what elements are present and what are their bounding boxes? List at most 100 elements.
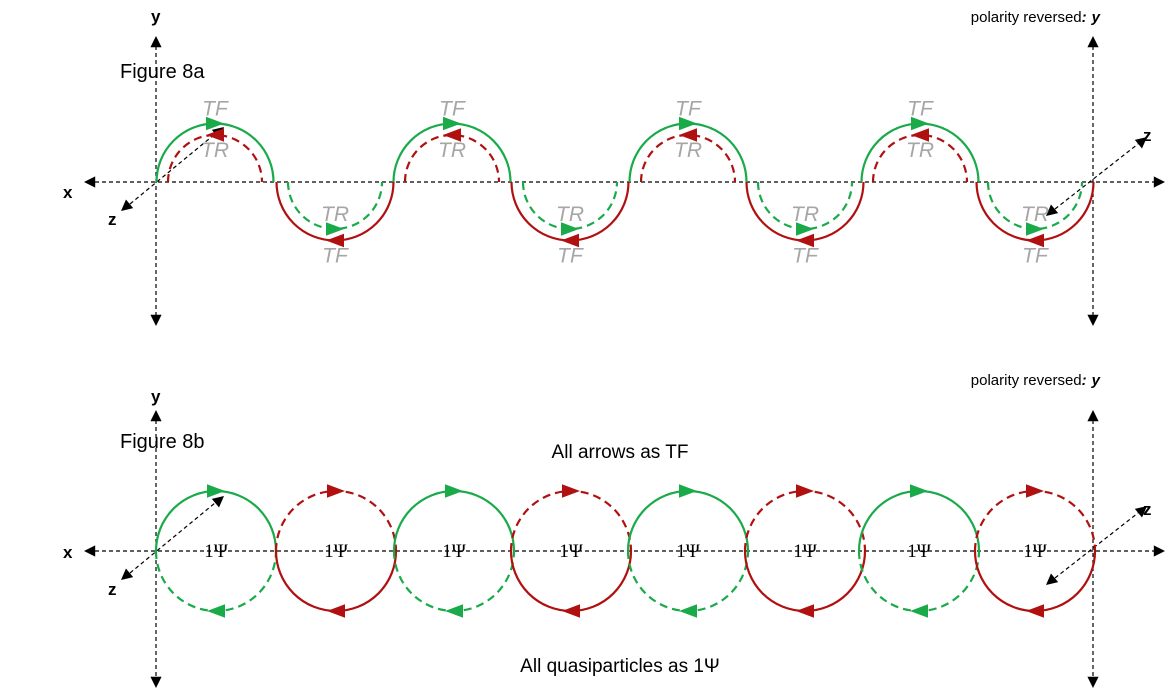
circle-bottom-arrow-7 (910, 604, 928, 618)
z-axis-left-8b (129, 502, 216, 574)
upper-tr-label-3: TR (674, 139, 702, 162)
z-axis-right-lower-arrow-8a (1046, 204, 1059, 216)
axis-z-right-label-8b: z (1143, 500, 1152, 519)
z-axis-left-lower-arrow-8a (121, 199, 134, 211)
lower-tr-label-3: TR (791, 203, 819, 226)
polarity-text-8b: polarity reversed (971, 372, 1082, 389)
circle-top-arrow-1 (207, 484, 225, 498)
z-axis-left-8a (129, 133, 216, 205)
y-axis-left-top-arrow-8a (150, 36, 162, 48)
z-axis-right-upper-arrow-8b (1134, 506, 1147, 518)
y-axis-right-bottom-arrow-8b (1087, 676, 1099, 688)
upper-inner-arc-2 (403, 133, 501, 183)
axis-z-left-label-8a: z (108, 210, 117, 229)
circle-psi-label-1: 1Ψ (204, 541, 228, 562)
circle-psi-label-4: 1Ψ (559, 541, 583, 562)
upper-tr-label-4: TR (906, 139, 934, 162)
z-axis-left-upper-arrow-8b (211, 496, 224, 508)
lower-outer-arrow-1 (326, 233, 344, 248)
polarity-note-8a: polarity reversed: y (971, 9, 1101, 26)
circles-8b (154, 484, 1097, 618)
circle-bottom-arrow-1 (207, 604, 225, 618)
y-axis-right-top-arrow-8a (1087, 36, 1099, 48)
polarity-text-8a: polarity reversed (971, 9, 1082, 26)
upper-tf-label-1: TF (202, 98, 229, 121)
lower-inner-arrow-2 (561, 222, 579, 236)
lower-inner-arrow-3 (796, 222, 814, 236)
top-caption-8b: All arrows as TF (552, 442, 689, 463)
circle-top-arrow-6 (796, 484, 814, 498)
lower-outer-arrow-4 (1026, 233, 1044, 248)
lower-tf-label-4: TF (1022, 245, 1049, 268)
circle-top-arrow-4 (562, 484, 580, 498)
axis-z-left-label-8b: z (108, 580, 117, 599)
z-axis-right-8a (1054, 143, 1139, 210)
upper-tf-label-2: TF (439, 98, 466, 121)
labels-8a: TF TR TF TR TF TR TF TR TR TF TR TF TR TF TR TF (201, 98, 1049, 268)
z-axis-right-lower-arrow-8b (1046, 573, 1059, 585)
circle-top-arrow-2 (327, 484, 345, 498)
polarity-colon-8b: : (1082, 372, 1087, 389)
circle-bottom-arrow-4 (562, 604, 580, 618)
lower-inner-arc-2 (521, 181, 619, 231)
circle-bottom-arrow-2 (327, 604, 345, 618)
y-axis-left-bottom-arrow-8b (150, 676, 162, 688)
polarity-axis-8b: y (1091, 372, 1101, 389)
upper-inner-arc-4 (871, 133, 969, 183)
upper-inner-arrow-4 (911, 128, 929, 142)
lower-tr-label-2: TR (556, 203, 584, 226)
x-axis-right-arrow-8b (1153, 545, 1165, 557)
figure-8b: 1Ψ 1Ψ 1Ψ 1Ψ 1Ψ 1Ψ 1Ψ 1Ψ Figure 8b y x z z polar… (63, 372, 1165, 688)
bottom-caption-8b: All quasiparticles as 1Ψ (520, 656, 720, 677)
circle-psi-label-6: 1Ψ (793, 541, 817, 562)
axis-y-label-8a: y (151, 7, 161, 26)
upper-outer-arrow-3 (679, 116, 697, 131)
axes-8a (84, 36, 1165, 326)
x-axis-right-arrow-8a (1153, 176, 1165, 188)
x-axis-left-arrow-8a (84, 176, 96, 188)
y-axis-left-bottom-arrow-8a (150, 314, 162, 326)
lower-outer-arrow-3 (796, 233, 814, 248)
upper-inner-arrow-1 (206, 128, 224, 142)
upper-inner-arc-1 (166, 133, 264, 183)
lower-tr-label-1: TR (321, 203, 349, 226)
circle-psi-label-2: 1Ψ (324, 541, 348, 562)
circle-top-arrow-7 (910, 484, 928, 498)
upper-outer-arrow-1 (206, 116, 224, 131)
lower-tf-label-3: TF (792, 245, 819, 268)
axis-z-right-label-8a: z (1143, 126, 1152, 145)
lower-tr-label-4: TR (1021, 203, 1049, 226)
circle-bottom-arrow-8 (1026, 604, 1044, 618)
upper-inner-arrow-2 (443, 128, 461, 142)
y-axis-right-top-arrow-8b (1087, 410, 1099, 422)
circle-top-arrow-3 (445, 484, 463, 498)
upper-tf-label-4: TF (907, 98, 934, 121)
lower-inner-arrow-1 (326, 222, 344, 236)
upper-tr-label-1: TR (201, 139, 229, 162)
axis-x-label-8a: x (63, 183, 73, 202)
z-axis-right-8b (1054, 512, 1139, 579)
circle-bottom-arrow-5 (679, 604, 697, 618)
polarity-axis-8a: y (1091, 9, 1101, 26)
upper-tf-label-3: TF (675, 98, 702, 121)
figure-8a: TF TR TF TR TF TR TF TR TR TF TR TF TR TF TR TF Figure … (63, 7, 1165, 326)
circle-top-arrow-5 (679, 484, 697, 498)
lower-inner-arc-3 (756, 181, 854, 231)
circle-psi-label-7: 1Ψ (907, 541, 931, 562)
upper-inner-arc-3 (639, 133, 737, 183)
upper-tr-label-2: TR (438, 139, 466, 162)
z-axis-right-upper-arrow-8a (1134, 137, 1147, 149)
circle-psi-label-5: 1Ψ (676, 541, 700, 562)
axis-x-label-8b: x (63, 543, 73, 562)
circle-bottom-arrow-3 (445, 604, 463, 618)
waves-8a (155, 116, 1095, 248)
x-axis-left-arrow-8b (84, 545, 96, 557)
circle-psi-label-8: 1Ψ (1023, 541, 1047, 562)
labels-8b: 1Ψ 1Ψ 1Ψ 1Ψ 1Ψ 1Ψ 1Ψ 1Ψ (204, 541, 1047, 562)
polarity-colon-8a: : (1082, 9, 1087, 26)
z-axis-left-lower-arrow-8b (121, 568, 134, 580)
y-axis-left-top-arrow-8b (150, 410, 162, 422)
lower-inner-arc-1 (286, 181, 384, 231)
lower-outer-arrow-2 (561, 233, 579, 248)
